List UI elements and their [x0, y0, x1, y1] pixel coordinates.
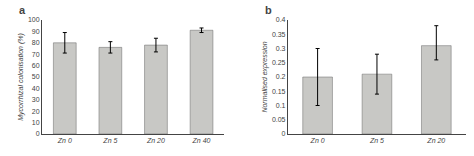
svg-text:10: 10: [32, 119, 40, 126]
svg-text:Zn 0: Zn 0: [310, 137, 325, 144]
svg-text:0.3: 0.3: [276, 45, 286, 52]
svg-text:Zn 40: Zn 40: [192, 137, 211, 144]
svg-text:Mycorrhizal colonisation (%): Mycorrhizal colonisation (%): [17, 33, 25, 121]
svg-text:30: 30: [32, 96, 40, 103]
svg-text:0.1: 0.1: [276, 102, 286, 109]
svg-text:Zn 0: Zn 0: [57, 137, 72, 144]
svg-text:Normalised expression: Normalised expression: [261, 41, 269, 112]
svg-text:Zn 5: Zn 5: [102, 137, 117, 144]
svg-text:100: 100: [28, 16, 40, 23]
svg-text:b: b: [265, 4, 272, 16]
svg-text:0.05: 0.05: [272, 116, 286, 123]
svg-text:0: 0: [282, 130, 286, 137]
svg-text:0.2: 0.2: [276, 73, 286, 80]
svg-text:0.25: 0.25: [272, 59, 286, 66]
svg-text:90: 90: [32, 28, 40, 35]
svg-text:80: 80: [32, 39, 40, 46]
svg-text:0.15: 0.15: [272, 88, 286, 95]
svg-text:20: 20: [32, 108, 40, 115]
svg-text:50: 50: [32, 73, 40, 80]
svg-text:40: 40: [32, 85, 40, 92]
svg-text:Zn 5: Zn 5: [369, 137, 384, 144]
svg-text:Zn 20: Zn 20: [426, 137, 445, 144]
svg-text:60: 60: [32, 62, 40, 69]
svg-text:0.4: 0.4: [276, 16, 286, 23]
svg-text:70: 70: [32, 51, 40, 58]
svg-text:0: 0: [36, 130, 40, 137]
svg-text:0.35: 0.35: [272, 31, 286, 38]
svg-text:a: a: [19, 4, 26, 16]
svg-text:Zn 20: Zn 20: [146, 137, 165, 144]
